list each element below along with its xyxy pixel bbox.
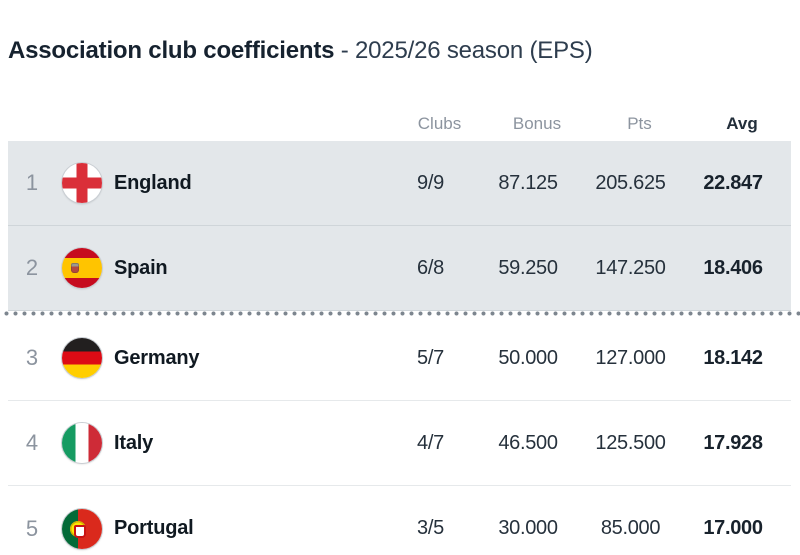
clubs-value: 3/5 — [417, 517, 444, 539]
clubs-value: 4/7 — [417, 431, 444, 454]
avg-value: 22.847 — [703, 171, 763, 194]
table-row-germany[interactable]: 3 Germany 5/7 50.000 127.000 18.142 — [8, 316, 791, 401]
clubs-value: 9/9 — [417, 171, 444, 194]
qualification-cutoff-divider — [0, 311, 800, 316]
avg-value: 18.142 — [703, 346, 763, 369]
rank-number: 2 — [25, 255, 39, 280]
pts-value: 125.500 — [595, 431, 666, 454]
rank-number: 3 — [25, 345, 39, 370]
table-row-portugal[interactable]: 5 Portugal 3/5 30.000 85.000 17.000 — [8, 486, 791, 555]
rank-number: 5 — [25, 515, 39, 541]
page-title-suffix: - 2025/26 season (EPS) — [334, 37, 593, 64]
pts-value: 147.250 — [595, 256, 666, 279]
coefficients-table: Clubs Bonus Pts Avg 1 England 9/9 87.125… — [0, 106, 800, 555]
clubs-value: 5/7 — [417, 346, 444, 369]
bonus-value: 87.125 — [498, 171, 558, 194]
rank-number: 4 — [25, 430, 39, 455]
table-row-italy[interactable]: 4 Italy 4/7 46.500 125.500 17.928 — [8, 401, 791, 486]
bonus-value: 59.250 — [498, 256, 558, 279]
bonus-value: 46.500 — [498, 431, 558, 454]
avg-value: 17.000 — [703, 517, 763, 539]
country-name: England — [114, 171, 192, 194]
portugal-flag-icon — [62, 508, 102, 549]
country-name: Portugal — [114, 517, 194, 539]
country-name: Italy — [114, 431, 154, 454]
column-header-avg: Avg — [726, 113, 758, 133]
avg-value: 17.928 — [703, 431, 763, 454]
pts-value: 127.000 — [595, 346, 666, 369]
country-name: Germany — [114, 346, 200, 369]
bonus-value: 50.000 — [498, 346, 558, 369]
clubs-value: 6/8 — [417, 256, 444, 279]
avg-value: 18.406 — [703, 256, 763, 279]
england-flag-icon — [62, 163, 102, 203]
bonus-value: 30.000 — [498, 517, 558, 539]
table-row-spain[interactable]: 2 Spain 6/8 59.250 147.250 18.406 — [8, 226, 791, 311]
spain-flag-icon — [62, 248, 102, 288]
italy-flag-icon — [62, 423, 102, 463]
column-header-pts: Pts — [627, 113, 652, 133]
pts-value: 205.625 — [595, 171, 666, 194]
page-title-main: Association club coefficients — [8, 37, 335, 64]
table-header-row: Clubs Bonus Pts Avg — [0, 106, 800, 141]
column-header-clubs: Clubs — [417, 113, 462, 133]
germany-flag-icon — [62, 338, 102, 378]
page-title: Association club coefficients - 2025/26 … — [8, 36, 792, 66]
country-name: Spain — [114, 256, 168, 279]
column-header-bonus: Bonus — [512, 113, 562, 133]
pts-value: 85.000 — [600, 517, 661, 539]
table-row-england[interactable]: 1 England 9/9 87.125 205.625 22.847 — [8, 141, 791, 226]
rank-number: 1 — [25, 170, 39, 195]
